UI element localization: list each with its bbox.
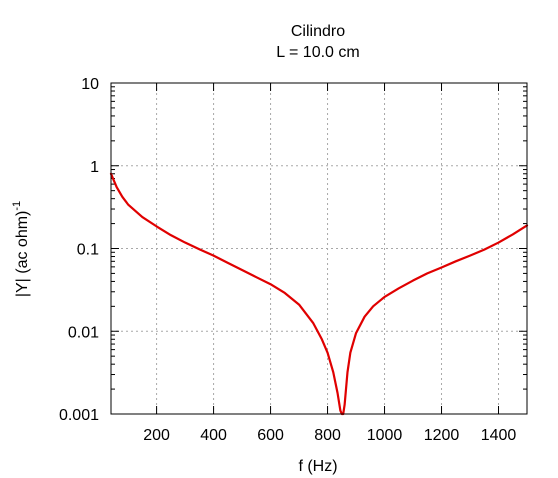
x-tick-label: 1400	[481, 427, 517, 444]
y-tick-label: 0.1	[77, 242, 99, 259]
y-axis-label-base: |Y| (ac ohm)	[14, 211, 31, 298]
y-tick-label: 10	[81, 76, 99, 93]
y-axis-label-exponent: -1	[11, 201, 23, 211]
x-tick-label: 1200	[424, 427, 460, 444]
x-tick-label: 1000	[367, 427, 403, 444]
chart-title: Cilindro	[291, 23, 345, 40]
y-axis-label: |Y| (ac ohm)-1	[11, 201, 31, 297]
x-tick-label: 600	[257, 427, 284, 444]
series-layer	[109, 172, 529, 416]
admittance-curve	[109, 172, 529, 416]
x-tick-label: 800	[314, 427, 341, 444]
tick-layer: 200 400 600 800 1000 1200 1400 0.001 0.01 0.1 1 10	[59, 76, 527, 444]
x-tick-label: 400	[200, 427, 227, 444]
x-axis-label: f (Hz)	[298, 458, 337, 475]
y-tick-label: 0.01	[68, 324, 99, 341]
chart-subtitle: L = 10.0 cm	[276, 44, 359, 61]
y-tick-label: 0.001	[59, 407, 99, 424]
y-tick-label: 1	[90, 159, 99, 176]
plot-frame	[110, 82, 528, 415]
x-tick-label: 200	[143, 427, 170, 444]
